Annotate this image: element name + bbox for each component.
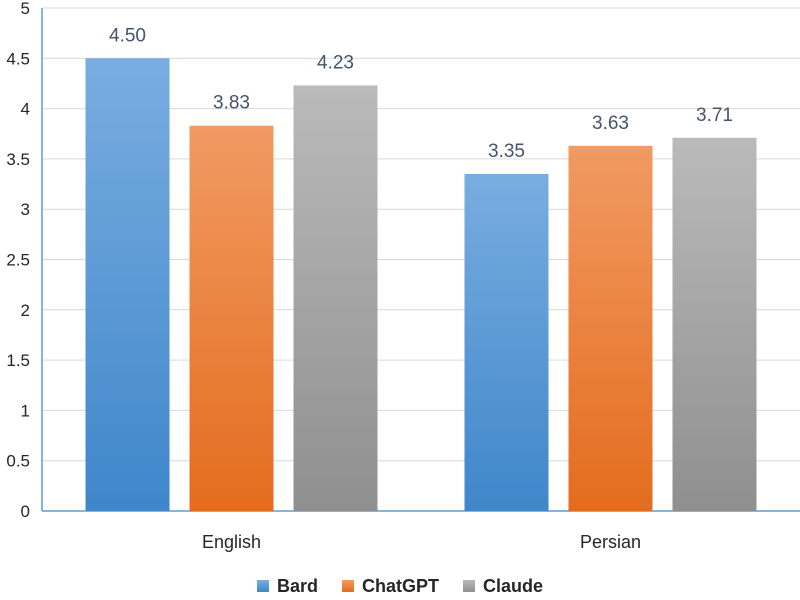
x-category-label: English — [202, 532, 261, 552]
legend: Bard ChatGPT Claude — [256, 576, 543, 596]
data-label: 3.83 — [213, 93, 250, 114]
data-label: 4.50 — [109, 25, 146, 46]
y-tick-label: 3 — [21, 200, 30, 219]
data-label: 3.71 — [696, 105, 733, 126]
bars — [85, 58, 757, 512]
y-tick-label: 2 — [21, 301, 30, 320]
bar-chatgpt-english — [189, 125, 274, 512]
data-label: 3.35 — [488, 141, 525, 162]
legend-swatch-chatgpt — [341, 580, 354, 592]
legend-label-bard: Bard — [277, 576, 318, 596]
bar-claude-persian — [672, 137, 757, 512]
bar-claude-english — [293, 85, 378, 511]
axes: 0 0.5 1 1.5 2 2.5 3 3.5 4 4.5 5 English Persian — [6, 0, 800, 552]
y-tick-label: 4.5 — [6, 49, 30, 68]
y-tick-label: 1 — [21, 401, 30, 420]
bar-bard-english — [85, 58, 170, 512]
y-tick-label: 1.5 — [6, 351, 30, 370]
x-category-label: Persian — [580, 532, 641, 552]
y-tick-label: 4 — [21, 100, 30, 119]
data-label: 3.63 — [592, 113, 629, 134]
legend-swatch-claude — [463, 580, 476, 592]
y-tick-label: 0 — [21, 502, 30, 521]
legend-label-claude: Claude — [483, 576, 543, 596]
bar-chatgpt-persian — [568, 145, 653, 511]
y-tick-label: 2.5 — [6, 251, 30, 270]
data-label: 4.23 — [317, 52, 354, 73]
y-tick-label: 5 — [21, 0, 30, 18]
data-labels: 4.50 3.83 4.23 3.35 3.63 3.71 — [109, 25, 733, 162]
bar-bard-persian — [464, 173, 549, 512]
y-tick-label: 3.5 — [6, 150, 30, 169]
y-tick-label: 0.5 — [6, 452, 30, 471]
legend-swatch-bard — [256, 580, 269, 592]
legend-label-chatgpt: ChatGPT — [362, 576, 439, 596]
